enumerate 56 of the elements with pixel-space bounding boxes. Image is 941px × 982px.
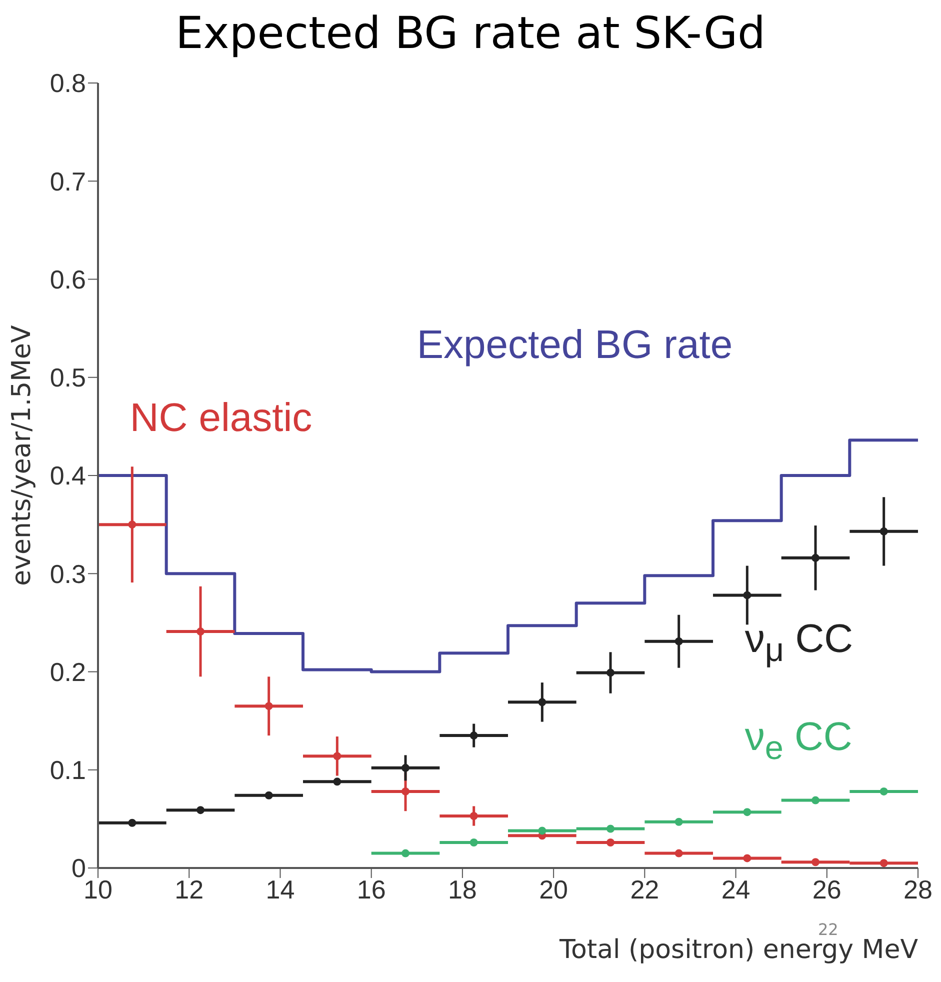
point — [538, 826, 546, 835]
y-tick-label: 0.4 — [50, 460, 86, 491]
point — [606, 838, 614, 846]
x-tick-label: 20 — [539, 874, 568, 904]
x-tick-label: 10 — [84, 874, 112, 904]
point — [402, 849, 410, 858]
text: Expected BG rate — [416, 322, 733, 368]
point — [812, 554, 820, 562]
point — [538, 698, 546, 706]
x-tick-label: 18 — [448, 874, 477, 904]
x-tick-label: 12 — [174, 874, 204, 904]
y-tick-label: 0.2 — [50, 656, 86, 687]
x-tick-label: 22 — [630, 874, 660, 904]
series-label: ν$_{μ}$ CC — [744, 617, 853, 670]
x-tick-label: 14 — [266, 874, 295, 904]
x-tick-label: 26 — [812, 874, 842, 904]
point — [196, 806, 204, 814]
y-tick-label: 0.1 — [50, 755, 86, 786]
point — [606, 668, 614, 677]
y-axis-title: events/year/1.5MeV — [7, 324, 38, 586]
point — [470, 812, 478, 820]
point — [470, 838, 478, 846]
point — [880, 527, 888, 536]
y-tick-label: 0.7 — [50, 166, 86, 196]
point — [128, 818, 136, 827]
y-tick-label: 0.3 — [50, 558, 86, 589]
point — [196, 628, 204, 636]
point — [264, 791, 273, 800]
text: NC elastic — [130, 396, 312, 442]
y-tick-label: 0.8 — [50, 68, 86, 98]
point — [674, 818, 683, 826]
point — [606, 824, 614, 833]
point — [880, 787, 888, 796]
series-label: ν$_{e}$ CC — [744, 715, 852, 768]
point — [402, 764, 410, 772]
point — [674, 637, 683, 646]
point — [333, 778, 342, 786]
point — [743, 854, 752, 862]
point — [333, 752, 342, 760]
point — [264, 702, 273, 710]
y-tick-label: 0.6 — [50, 264, 86, 294]
point — [470, 732, 478, 740]
point — [128, 520, 136, 529]
x-tick-label: 28 — [904, 874, 932, 904]
point — [743, 591, 752, 600]
point — [812, 796, 820, 804]
chart-title: Expected BG rate at SK-Gd — [174, 8, 766, 59]
y-tick-label: 0.5 — [50, 362, 86, 393]
point — [880, 859, 888, 868]
x-tick-label: 24 — [721, 874, 750, 904]
point — [402, 787, 410, 796]
x-tick-label: 16 — [356, 874, 386, 904]
point — [743, 808, 752, 816]
y-tick-label: 0 — [72, 853, 86, 884]
point — [812, 858, 820, 866]
point — [674, 849, 683, 858]
